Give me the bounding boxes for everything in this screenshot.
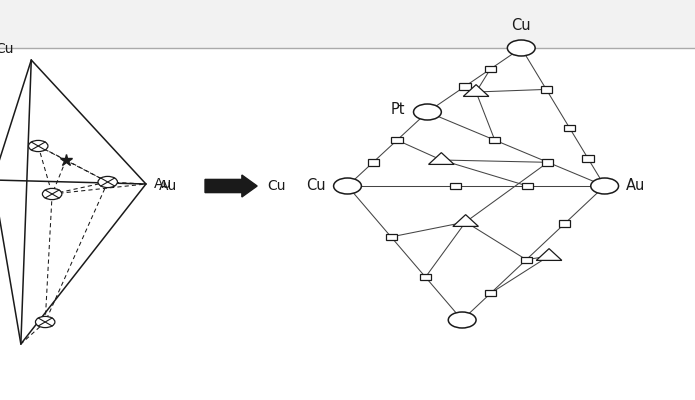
- Circle shape: [448, 312, 476, 328]
- Bar: [582, 155, 594, 162]
- Text: Cu: Cu: [0, 42, 14, 56]
- Bar: [386, 234, 397, 240]
- Bar: [391, 137, 402, 143]
- Bar: [459, 83, 471, 90]
- Bar: [0, 0, 695, 48]
- Text: Au: Au: [159, 179, 177, 193]
- Bar: [522, 183, 533, 189]
- Bar: [420, 274, 431, 280]
- Circle shape: [414, 104, 441, 120]
- Polygon shape: [453, 215, 478, 226]
- Text: Cu: Cu: [512, 18, 531, 33]
- Circle shape: [98, 176, 117, 188]
- Circle shape: [591, 178, 619, 194]
- Bar: [559, 220, 571, 227]
- Bar: [485, 290, 496, 296]
- Text: Cu: Cu: [306, 178, 325, 194]
- Text: Au: Au: [154, 177, 172, 191]
- Polygon shape: [537, 249, 562, 260]
- Text: Cu: Cu: [268, 179, 286, 193]
- Bar: [521, 256, 532, 263]
- Bar: [542, 159, 553, 166]
- Bar: [564, 125, 575, 131]
- Bar: [484, 66, 496, 72]
- Bar: [368, 159, 379, 166]
- Bar: [541, 86, 552, 93]
- Circle shape: [334, 178, 361, 194]
- Bar: [450, 183, 461, 189]
- Circle shape: [28, 140, 48, 152]
- Circle shape: [42, 188, 62, 200]
- FancyArrow shape: [205, 175, 257, 197]
- Circle shape: [507, 40, 535, 56]
- Circle shape: [35, 316, 55, 328]
- Polygon shape: [464, 85, 489, 96]
- Text: Au: Au: [626, 178, 645, 194]
- Bar: [489, 137, 500, 143]
- Polygon shape: [429, 153, 454, 164]
- Text: Pt: Pt: [391, 102, 405, 118]
